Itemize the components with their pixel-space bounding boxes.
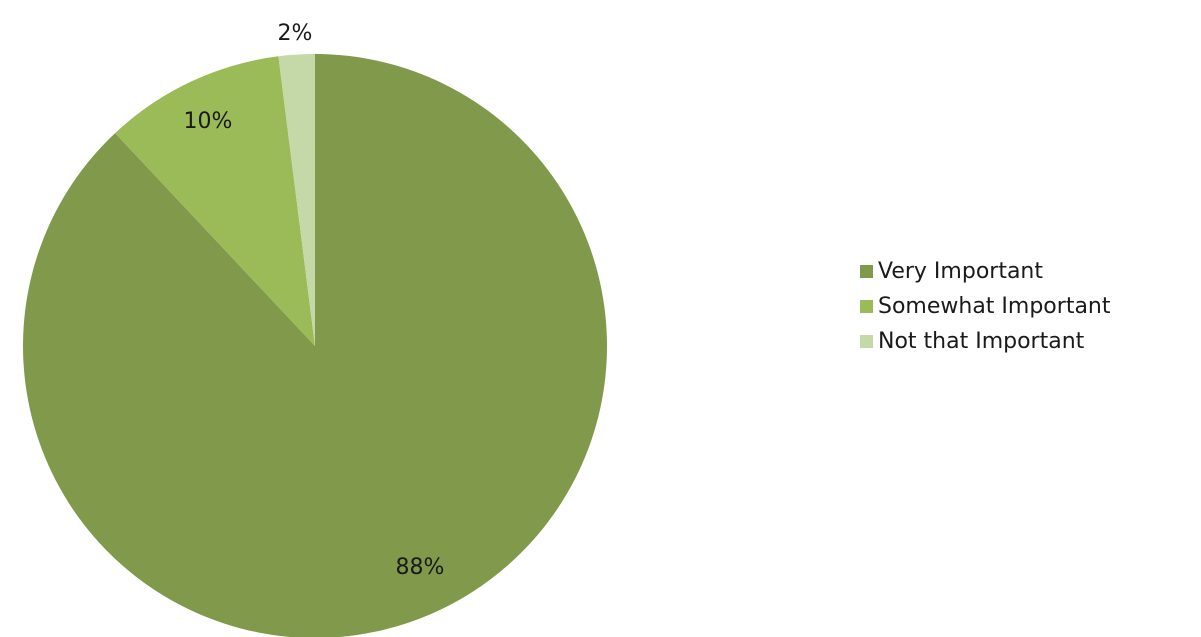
pie-slice-somewhat-important	[115, 56, 315, 347]
pie-slices	[23, 54, 607, 637]
legend-label-not-that-important: Not that Important	[878, 328, 1085, 354]
legend-item-not-that-important: Not that Important	[860, 324, 1200, 359]
legend: Very Important Somewhat Important Not th…	[860, 254, 1200, 359]
data-label-very-important: 88%	[396, 555, 445, 580]
legend-swatch-somewhat-important	[860, 300, 873, 313]
pie-slice-very-important	[23, 54, 607, 637]
legend-item-somewhat-important: Somewhat Important	[860, 289, 1200, 324]
legend-label-somewhat-important: Somewhat Important	[878, 293, 1111, 319]
legend-swatch-not-that-important	[860, 335, 873, 348]
data-label-not-that-important: 2%	[278, 21, 313, 46]
data-label-somewhat-important: 10%	[184, 109, 233, 134]
pie-slice-not-that-important	[278, 54, 315, 346]
legend-label-very-important: Very Important	[878, 258, 1043, 284]
legend-swatch-very-important	[860, 265, 873, 278]
pie-data-labels: 88% 10% 2%	[184, 21, 445, 580]
legend-item-very-important: Very Important	[860, 254, 1200, 289]
